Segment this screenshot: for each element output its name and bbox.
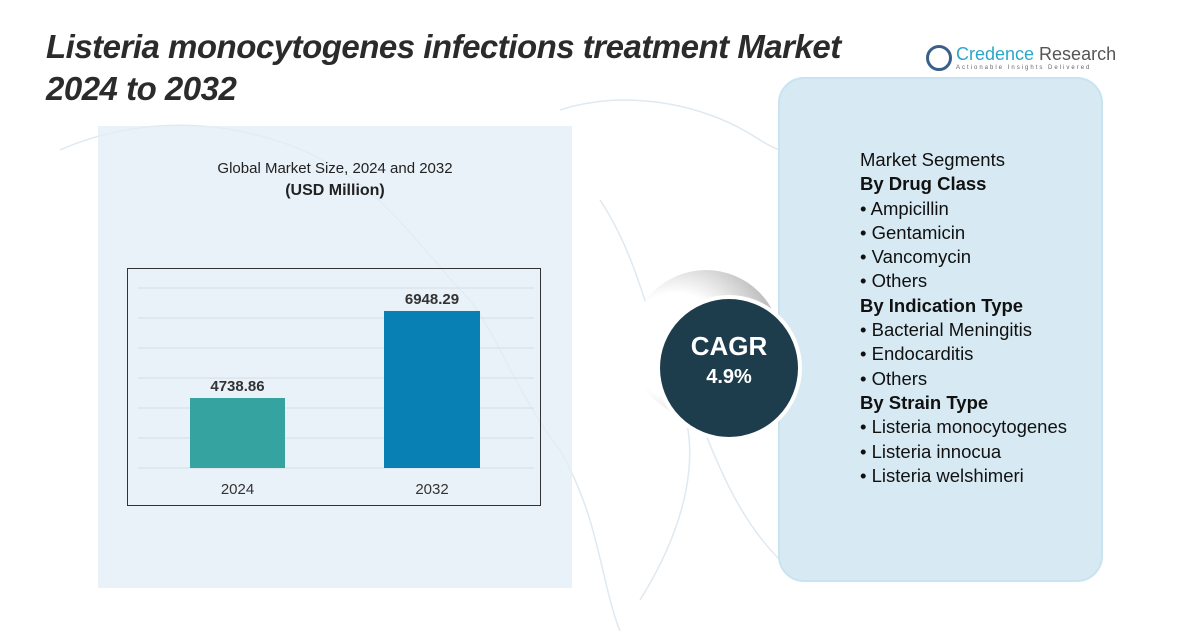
data-label: 6948.29	[405, 291, 459, 308]
segment-item: • Others	[860, 270, 928, 292]
segment-item: • Gentamicin	[860, 221, 966, 243]
segment-item: • Listeria innocua	[860, 440, 1002, 462]
chart-frame: 4738.86 2024 6948.29 2032	[127, 268, 541, 506]
segment-item: • Vancomycin	[860, 246, 972, 268]
segment-group-title: By Indication Type	[860, 294, 1024, 316]
segment-item: • Others	[860, 367, 928, 389]
credence-research-logo: Credence Research Actionable Insights Del…	[926, 44, 1116, 71]
bar-2024	[190, 397, 285, 468]
segment-group-title: By Strain Type	[860, 391, 989, 413]
cagr-label: CAGR	[690, 331, 768, 361]
cagr-badge: CAGR 4.9%	[656, 295, 802, 441]
segment-item: • Listeria monocytogenes	[860, 416, 1068, 438]
segment-item: • Bacterial Meningitis	[860, 319, 1033, 341]
segment-item: • Listeria welshimeri	[860, 464, 1024, 486]
x-tick-label: 2032	[415, 481, 448, 498]
logo-icon	[926, 44, 952, 71]
data-label: 4738.86	[210, 378, 264, 395]
x-tick-label: 2024	[221, 481, 254, 498]
segment-item: • Endocarditis	[860, 343, 974, 365]
segment-item: • Ampicillin	[860, 197, 949, 219]
chart-subtitle: (USD Million)	[285, 182, 385, 199]
cagr-value: 4.9%	[706, 366, 752, 388]
segments-list: Market Segments By Drug Class • Ampicilli…	[860, 148, 1067, 488]
bar-2032	[384, 310, 480, 468]
chart-title: Global Market Size, 2024 and 2032	[217, 160, 453, 177]
page-title: Listeria monocytogenes infections treatm…	[46, 28, 841, 107]
segment-group-title: By Drug Class	[860, 173, 987, 195]
chart-panel	[98, 126, 572, 588]
bar-chart: 4738.86 2024 6948.29 2032	[138, 287, 534, 498]
segments-panel	[778, 77, 1103, 582]
segments-heading: Market Segments	[860, 149, 1005, 170]
